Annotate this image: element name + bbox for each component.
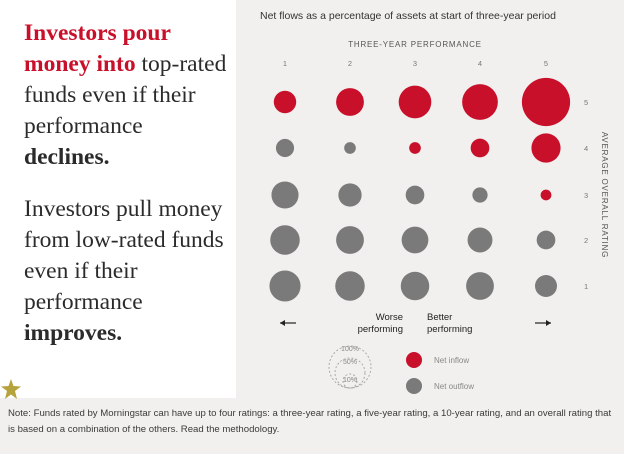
y-tick-label: 2 (584, 236, 588, 245)
legend-size-label-100: 100% (341, 346, 359, 353)
outflow-bubble (335, 271, 365, 301)
inflow-bubble (540, 189, 552, 201)
legend-size-circle-10 (342, 373, 358, 389)
inflow-bubble (409, 142, 421, 154)
legend-size-circle-50 (334, 357, 366, 389)
outflow-bubble (269, 270, 301, 302)
headline-inflow-emphasis: Investors pour money into (24, 20, 171, 77)
y-axis-title: AVERAGE OVERALL RATING (600, 132, 609, 258)
inflow-bubble (273, 90, 297, 114)
outflow-bubble (535, 275, 557, 297)
bubble-chart: Net flows as a percentage of assets at s… (260, 10, 609, 394)
legend-inflow-label: Net inflow (434, 356, 469, 365)
better-label-line1: Better (427, 312, 452, 323)
legend-size-label-50: 50% (343, 359, 357, 366)
outflow-bubble (400, 271, 430, 301)
y-tick-label: 4 (584, 144, 588, 153)
x-tick-label: 4 (478, 59, 482, 68)
y-tick-label: 3 (584, 191, 588, 200)
legend-outflow-label: Net outflow (434, 382, 474, 391)
x-tick-label: 1 (283, 59, 287, 68)
y-tick-label: 5 (584, 98, 588, 107)
outflow-bubble (270, 225, 300, 255)
legend-size-circle-100 (328, 345, 372, 389)
better-arrow-head (546, 320, 551, 326)
headline-outflow: Investors pull money from low-rated fund… (24, 194, 234, 349)
inflow-bubble (336, 88, 364, 116)
outflow-bubble (405, 185, 425, 205)
x-tick-label: 2 (348, 59, 352, 68)
inflow-bubble (398, 85, 432, 119)
headline-inflow-body: top-rated funds even if their performanc… (24, 51, 227, 139)
worse-arrow-head (280, 320, 285, 326)
legend-inflow-swatch (406, 352, 422, 368)
headline-panel: Investors pour money into top-rated fund… (0, 0, 236, 398)
inflow-bubble (521, 77, 571, 127)
outflow-bubble (467, 227, 493, 253)
x-tick-label: 5 (544, 59, 548, 68)
x-axis-title: THREE-YEAR PERFORMANCE (348, 40, 482, 49)
outflow-bubble (472, 187, 488, 203)
outflow-bubble (271, 181, 299, 209)
headline-outflow-body: Investors pull money from low-rated fund… (24, 196, 224, 315)
outflow-bubble (336, 226, 364, 254)
footnote-text: Note: Funds rated by Morningstar can hav… (8, 408, 612, 435)
worse-label-line1: Worse (376, 312, 403, 323)
legend-size-label-10: 10% (343, 377, 357, 384)
outflow-bubble (344, 142, 356, 154)
outflow-bubble (401, 226, 429, 254)
inflow-bubble (462, 84, 498, 120)
outflow-bubble (466, 272, 494, 300)
outflow-bubble (338, 183, 362, 207)
headline-inflow-keyword: declines. (24, 144, 110, 170)
x-tick-label: 3 (413, 59, 417, 68)
y-tick-label: 1 (584, 282, 588, 291)
headline-outflow-keyword: improves. (24, 320, 123, 346)
legend-outflow-swatch (406, 378, 422, 394)
headline-inflow: Investors pour money into top-rated fund… (24, 18, 234, 173)
inflow-bubble (531, 133, 561, 163)
footnote: Note: Funds rated by Morningstar can hav… (8, 406, 618, 438)
methodology-link[interactable]: Read the methodology. (180, 424, 280, 435)
outflow-bubble (536, 230, 556, 250)
star-decoration-icon (1, 379, 21, 399)
chart-title: Net flows as a percentage of assets at s… (260, 10, 556, 22)
inflow-bubble (470, 138, 490, 158)
better-label-line2: performing (427, 324, 472, 335)
worse-label-line2: performing (358, 324, 403, 335)
outflow-bubble (275, 138, 295, 158)
